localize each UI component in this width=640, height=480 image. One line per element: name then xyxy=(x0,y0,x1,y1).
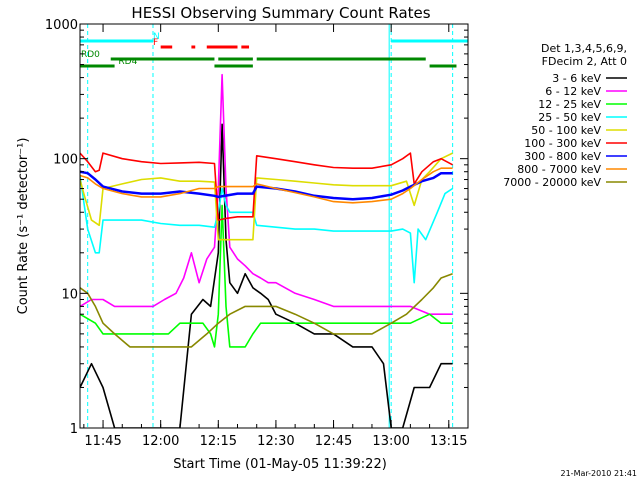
legend-label: 6 - 12 keV xyxy=(545,85,601,98)
legend-label: 800 - 7000 keV xyxy=(517,163,601,176)
x-tick-label: 12:30 xyxy=(257,434,294,449)
legend-label: 12 - 25 keV xyxy=(538,98,601,111)
y-tick-label: 10 xyxy=(61,287,78,302)
x-tick-label: 12:15 xyxy=(200,434,237,449)
legend-label: 3 - 6 keV xyxy=(552,72,601,85)
time-markers xyxy=(87,24,454,428)
flag-label-rd4: RD4 xyxy=(118,57,137,67)
x-tick-label: 11:45 xyxy=(84,434,121,449)
legend-header-line: Det 1,3,4,5,6,9, xyxy=(541,42,627,55)
x-axis: 11:45 12:00 12:15 12:30 12:45 13:00 13:15 xyxy=(83,24,468,449)
flag-bars: NF RD0 RD4 xyxy=(80,32,468,68)
plot-frame xyxy=(79,23,469,429)
y-axis-label: Count Rate (s⁻¹ detector⁻¹) xyxy=(16,138,31,315)
series-line-2 xyxy=(80,204,453,348)
legend-label: 100 - 300 keV xyxy=(524,137,601,150)
legend-label: 50 - 100 keV xyxy=(531,124,601,137)
y-tick-label: 1000 xyxy=(45,18,78,33)
legend-label: 25 - 50 keV xyxy=(538,111,601,124)
y-tick-label: 100 xyxy=(53,153,78,168)
x-tick-label: 13:00 xyxy=(372,434,409,449)
flag-label-rd0: RD0 xyxy=(81,50,100,60)
legend-label: 7000 - 20000 keV xyxy=(503,176,601,189)
y-tick-label: 1 xyxy=(70,422,78,437)
x-tick-label: 12:45 xyxy=(315,434,352,449)
footer-date: 21-Mar-2010 21:41 xyxy=(561,469,638,478)
series-line-8 xyxy=(80,272,453,348)
legend-label: 300 - 800 keV xyxy=(524,150,601,163)
series-lines xyxy=(80,73,454,428)
series-line-6 xyxy=(80,170,453,201)
series-line-7 xyxy=(80,167,453,204)
flag-label-f: F xyxy=(153,38,158,48)
chart-title: HESSI Observing Summary Count Rates xyxy=(131,4,430,22)
flag-label-n: N xyxy=(153,32,160,42)
series-line-0 xyxy=(80,123,453,428)
legend-header-line: FDecim 2, Att 0 xyxy=(542,55,627,68)
series-line-5 xyxy=(80,152,453,221)
x-tick-label: 13:15 xyxy=(430,434,467,449)
x-axis-label: Start Time (01-May-05 11:39:22) xyxy=(173,457,387,472)
legend: Det 1,3,4,5,6,9,FDecim 2, Att 0 3 - 6 keV… xyxy=(503,42,627,189)
y-axis: 1 10 100 1000 xyxy=(45,18,468,437)
x-tick-label: 12:00 xyxy=(142,434,179,449)
